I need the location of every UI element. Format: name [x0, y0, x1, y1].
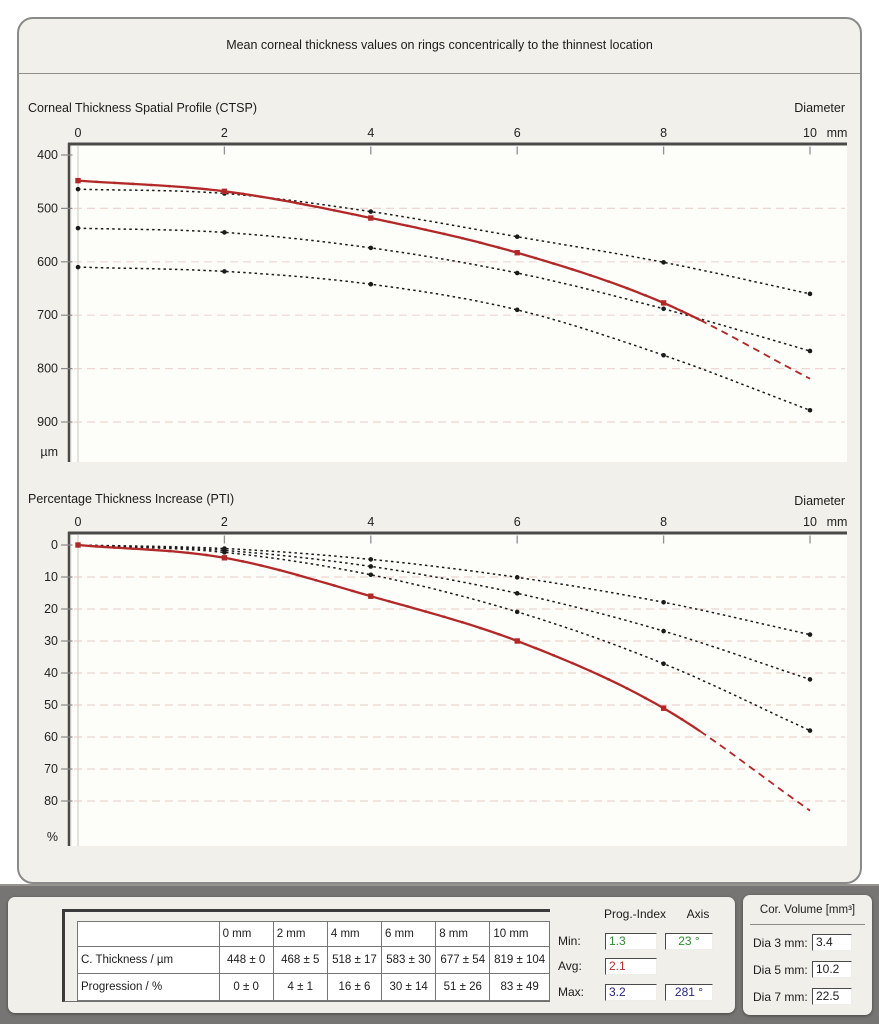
summary-table: 0 mm 2 mm 4 mm 6 mm 8 mm 10 mm C. Thickn…: [77, 921, 550, 1001]
ctsp-chart-title: Corneal Thickness Spatial Profile (CTSP): [28, 101, 258, 115]
prog-index-axis-header: Axis: [686, 907, 710, 921]
prog-index-min-label: Min:: [558, 934, 581, 948]
table-cell: 583 ± 30: [381, 946, 437, 974]
table-col-header: 2 mm: [272, 921, 328, 947]
prog-index-avg-field[interactable]: 2.1: [605, 958, 657, 975]
table-row: Progression / % 0 ± 0 4 ± 1 16 ± 6 30 ± …: [77, 973, 550, 1001]
summary-table-frame: 0 mm 2 mm 4 mm 6 mm 8 mm 10 mm C. Thickn…: [62, 909, 550, 1002]
pti-chart-title: Percentage Thickness Increase (PTI): [28, 492, 235, 506]
table-cell: 468 ± 5: [272, 946, 328, 974]
cor-volume-dia7-label: Dia 7 mm:: [753, 990, 808, 1004]
table-col-header: 4 mm: [326, 921, 383, 947]
table-cell: 518 ± 17: [326, 946, 383, 974]
prog-index-min-field[interactable]: 1.3: [605, 933, 657, 950]
table-cell: 4 ± 1: [272, 973, 328, 1001]
ctsp-diameter-label: Diameter: [794, 101, 845, 115]
prog-index-min-axis-field[interactable]: 23 °: [665, 933, 713, 950]
cor-volume-dia3-label: Dia 3 mm:: [753, 936, 808, 950]
page-title: Mean corneal thickness values on rings c…: [226, 38, 653, 52]
table-row: C. Thickness / µm 448 ± 0 468 ± 5 518 ± …: [77, 946, 550, 974]
table-cell: 677 ± 54: [435, 946, 491, 974]
table-col-header: 10 mm: [489, 921, 550, 947]
chart-panel: [17, 17, 862, 884]
table-cell: 83 ± 49: [489, 973, 550, 1001]
table-col-header: 6 mm: [381, 921, 437, 947]
table-row-label: C. Thickness / µm: [77, 946, 220, 974]
prog-index-max-field[interactable]: 3.2: [605, 984, 657, 1001]
table-cell: 51 ± 26: [435, 973, 491, 1001]
prog-index-max-axis-field[interactable]: 281 °: [665, 984, 713, 1001]
table-row-label: Progression / %: [77, 973, 220, 1001]
table-col-header: [77, 921, 220, 947]
cor-volume-dia5-label: Dia 5 mm:: [753, 963, 808, 977]
cor-volume-dia3-field[interactable]: 3.4: [812, 934, 852, 951]
pti-diameter-label: Diameter: [794, 494, 845, 508]
prog-index-max-label: Max:: [558, 985, 585, 999]
title-separator: [18, 73, 861, 74]
cor-volume-separator: [750, 924, 865, 925]
table-col-header: 8 mm: [435, 921, 491, 947]
table-cell: 448 ± 0: [218, 946, 274, 974]
cor-volume-dia5-field[interactable]: 10.2: [812, 961, 852, 978]
summary-panel: 0 mm 2 mm 4 mm 6 mm 8 mm 10 mm C. Thickn…: [8, 897, 735, 1013]
table-cell: 0 ± 0: [218, 973, 274, 1001]
table-cell: 819 ± 104: [489, 946, 550, 974]
table-col-header: 0 mm: [218, 921, 274, 947]
cor-volume-panel: Cor. Volume [mm³] Dia 3 mm: 3.4 Dia 5 mm…: [743, 895, 872, 1015]
cor-volume-title: Cor. Volume [mm³]: [759, 904, 856, 916]
cor-volume-dia7-field[interactable]: 22.5: [812, 988, 852, 1005]
table-cell: 30 ± 14: [381, 973, 437, 1001]
prog-index-header: Prog.-Index: [603, 907, 667, 921]
table-cell: 16 ± 6: [326, 973, 383, 1001]
prog-index-avg-label: Avg:: [558, 959, 582, 973]
